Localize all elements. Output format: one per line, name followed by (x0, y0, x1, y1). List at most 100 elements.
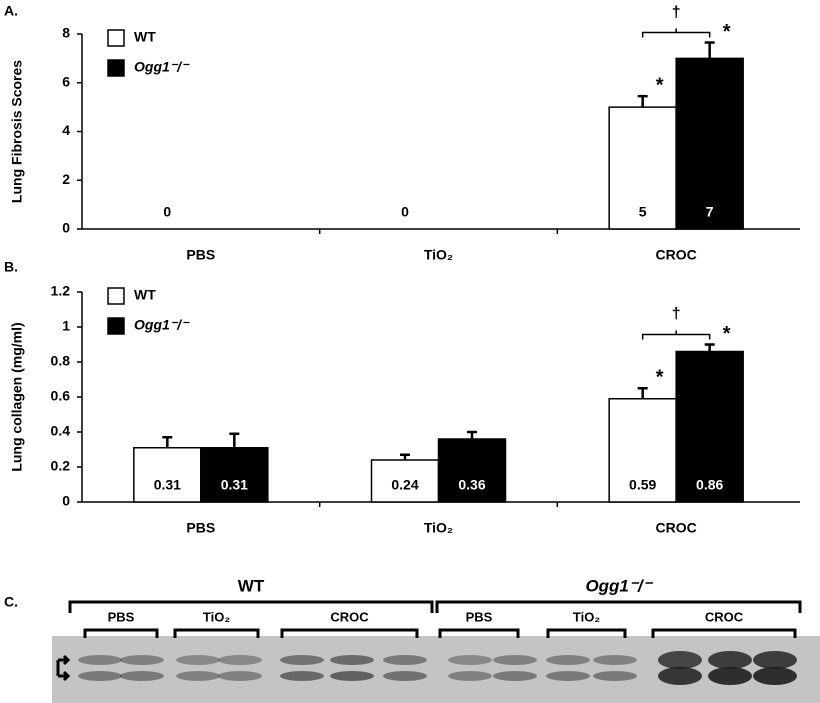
blot-band (708, 667, 752, 685)
legend-swatch (107, 287, 125, 305)
bar (133, 447, 202, 503)
value-label: 0 (401, 204, 409, 220)
blot-panel: WT PBS TiO₂ CROC Ogg1⁻/⁻ PBS TiO₂ CROC (52, 576, 820, 703)
y-tick-label: 4 (62, 122, 70, 138)
legend-swatch (107, 317, 125, 335)
treatment-label: PBS (108, 609, 135, 624)
value-label: 0.31 (221, 477, 248, 493)
treatment-bracket (651, 628, 797, 638)
value-label: 0.31 (154, 477, 181, 493)
x-tick-label: CROC (656, 520, 697, 536)
blot-band (78, 655, 122, 665)
blot-band (218, 671, 262, 681)
treatment-label: CROC (330, 609, 369, 624)
panel-label: C. (4, 594, 18, 610)
blot-band (383, 671, 427, 681)
significance-star: * (723, 21, 731, 43)
significance-bracket (641, 28, 711, 38)
blot-band (330, 655, 374, 665)
x-tick-label: CROC (656, 247, 697, 263)
y-axis-label: Lung collagen (mg/ml) (9, 322, 25, 471)
legend-label: WT (134, 29, 156, 45)
significance-bracket (641, 330, 711, 340)
bar (608, 106, 677, 230)
treatment-label: CROC (705, 609, 744, 624)
blot-band (448, 671, 492, 681)
group-label: WT (238, 576, 265, 595)
group-bracket (435, 600, 802, 613)
y-tick-label: 1.2 (51, 283, 71, 299)
bar (437, 438, 507, 503)
y-tick-label: 1 (62, 318, 70, 334)
blot-band (753, 651, 797, 669)
blot-band (493, 671, 537, 681)
value-label: 5 (639, 204, 647, 220)
blot-band (330, 671, 374, 681)
legend-swatch (107, 59, 125, 77)
blot-band (218, 655, 262, 665)
blot-band (383, 655, 427, 665)
blot-band (120, 671, 164, 681)
bar (200, 447, 269, 503)
y-tick-label: 6 (62, 73, 70, 89)
treatment-bracket (546, 628, 627, 638)
value-label: 0 (468, 204, 476, 220)
value-label: 0 (230, 204, 238, 220)
significance-dagger: † (672, 4, 681, 21)
significance-star: * (656, 74, 664, 96)
group-bracket (68, 600, 434, 613)
significance-star: * (723, 323, 731, 345)
group-label: Ogg1⁻/⁻ (585, 576, 653, 595)
treatment-bracket (173, 628, 260, 638)
blot-band (176, 655, 220, 665)
blot-band (493, 655, 537, 665)
panel-label: A. (4, 3, 18, 19)
blot-band (176, 671, 220, 681)
treatment-label: TiO₂ (573, 609, 600, 624)
x-tick-label: PBS (186, 247, 215, 263)
bar (608, 398, 677, 503)
blot-band (546, 655, 590, 665)
y-tick-label: 2 (62, 171, 70, 187)
value-label: 7 (706, 204, 714, 220)
y-tick-label: 0.8 (51, 353, 71, 369)
blot-band (448, 655, 492, 665)
treatment-label: PBS (466, 609, 493, 624)
significance-dagger: † (672, 306, 681, 323)
y-tick-label: 0.4 (51, 423, 71, 439)
panel-label: B. (4, 259, 18, 275)
y-tick-label: 0 (62, 493, 70, 509)
blot-background (52, 636, 820, 703)
blot-band (280, 655, 324, 665)
blot-band (78, 671, 122, 681)
blot-band (658, 651, 702, 669)
blot-band (658, 667, 702, 685)
treatment-bracket (83, 628, 159, 638)
legend-swatch (107, 29, 125, 47)
x-tick-label: PBS (186, 520, 215, 536)
value-label: 0.24 (391, 477, 418, 493)
blot-band (546, 671, 590, 681)
value-label: 0.86 (696, 477, 723, 493)
x-tick-label: TiO₂ (424, 520, 453, 536)
significance-star: * (656, 367, 664, 389)
y-axis-label: Lung Fibrosis Scores (9, 60, 25, 203)
x-tick-label: TiO₂ (424, 247, 453, 263)
bar (675, 350, 744, 503)
y-tick-label: 0 (62, 220, 70, 236)
blot-band (753, 667, 797, 685)
blot-band (708, 651, 752, 669)
value-label: 0 (163, 204, 171, 220)
value-label: 0.59 (629, 477, 656, 493)
blot-band (593, 671, 637, 681)
blot-band (593, 655, 637, 665)
y-tick-label: 8 (62, 25, 70, 41)
bar (370, 459, 440, 503)
legend-label: Ogg1⁻/⁻ (134, 317, 190, 333)
blot-band (120, 655, 164, 665)
value-label: 0.36 (458, 477, 485, 493)
legend-label: WT (134, 287, 156, 303)
treatment-label: TiO₂ (203, 609, 230, 624)
legend-label: Ogg1⁻/⁻ (134, 59, 190, 75)
